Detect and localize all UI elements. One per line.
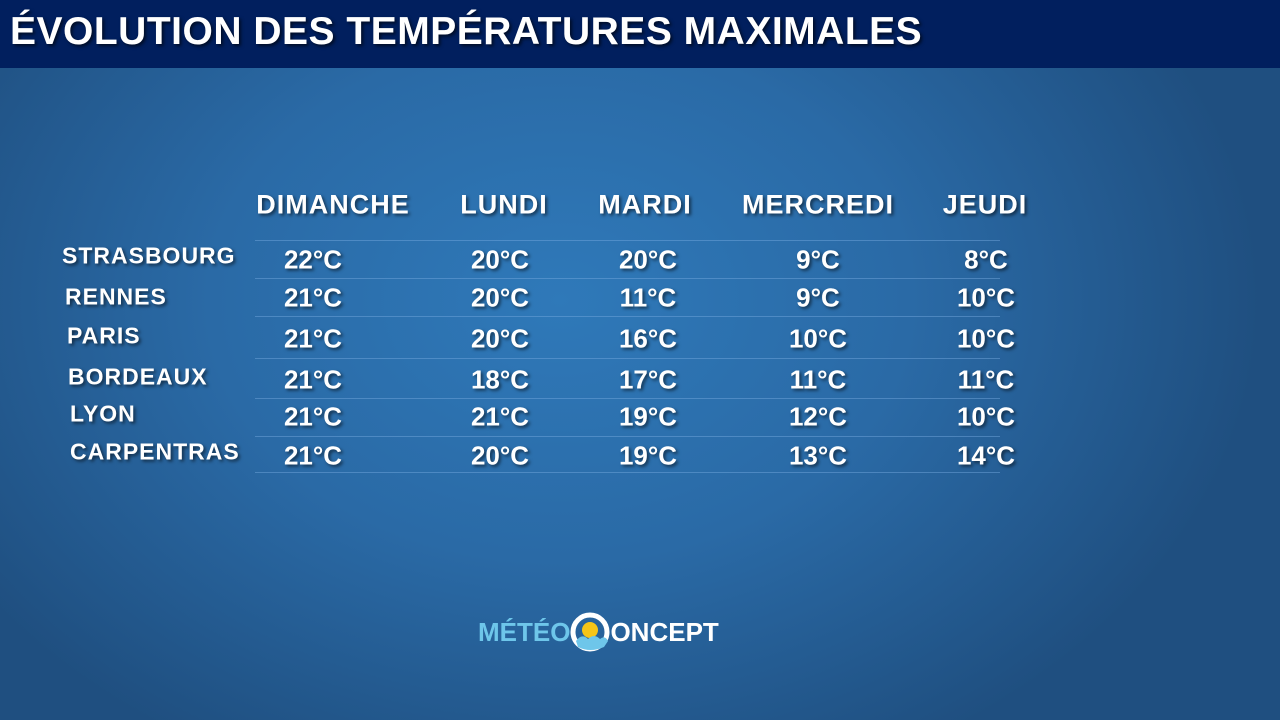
temperature-cell: 9°C	[796, 282, 840, 313]
temperature-cell: 11°C	[619, 282, 677, 313]
temperature-cell: 13°C	[788, 440, 848, 471]
column-header: MARDI	[598, 189, 692, 220]
row-rule	[255, 472, 1000, 473]
row-rule	[255, 278, 1000, 279]
temperature-cell: 10°C	[956, 282, 1016, 313]
temperature-cell: 19°C	[618, 401, 678, 432]
city-label: CARPENTRAS	[70, 438, 240, 465]
temperature-cell: 21°C	[283, 323, 343, 354]
temperature-cell: 21°C	[283, 401, 343, 432]
row-rule	[255, 240, 1000, 241]
temperature-cell: 14°C	[956, 440, 1016, 471]
row-rule	[255, 358, 1000, 359]
temperature-cell: 8°C	[964, 244, 1008, 275]
temperature-cell: 20°C	[618, 244, 678, 275]
temperature-cell: 21°C	[283, 364, 343, 395]
temperature-cell: 11°C	[957, 364, 1015, 395]
temperature-cell: 20°C	[470, 244, 530, 275]
title: ÉVOLUTION DES TEMPÉRATURES MAXIMALES	[10, 10, 923, 53]
city-label: STRASBOURG	[62, 242, 236, 269]
column-header: LUNDI	[460, 189, 548, 220]
title-bar: ÉVOLUTION DES TEMPÉRATURES MAXIMALES	[0, 0, 1280, 68]
temperature-cell: 20°C	[470, 440, 530, 471]
temperature-cell: 18°C	[470, 364, 530, 395]
column-header: JEUDI	[942, 189, 1028, 220]
city-label: RENNES	[65, 283, 167, 310]
logo-text: MÉTÉO	[478, 616, 571, 647]
temperature-cell: 11°C	[789, 364, 847, 395]
temperature-cell: 19°C	[618, 440, 678, 471]
temperature-cell: 21°C	[283, 440, 343, 471]
row-rule	[255, 316, 1000, 317]
temperature-cell: 12°C	[788, 401, 848, 432]
temperature-cell: 9°C	[796, 244, 840, 275]
row-rule	[255, 436, 1000, 437]
temperature-cell: 21°C	[283, 282, 343, 313]
city-label: LYON	[70, 400, 136, 427]
logo: MÉTÉO ONCEPT	[478, 610, 719, 654]
temperature-cell: 20°C	[470, 323, 530, 354]
column-header: DIMANCHE	[256, 189, 410, 220]
temperature-cell: 17°C	[618, 364, 678, 395]
temperature-cell: 10°C	[956, 401, 1016, 432]
logo-icon	[570, 612, 610, 652]
column-header: MERCREDI	[741, 189, 895, 220]
city-label: BORDEAUX	[68, 363, 208, 390]
temperature-cell: 20°C	[470, 282, 530, 313]
temperature-cell: 21°C	[470, 401, 530, 432]
temperature-cell: 10°C	[788, 323, 848, 354]
temperature-cell: 10°C	[956, 323, 1016, 354]
logo-text: ONCEPT	[610, 616, 719, 647]
city-label: PARIS	[67, 322, 141, 349]
row-rule	[255, 398, 1000, 399]
temperature-cell: 22°C	[283, 244, 343, 275]
temperature-cell: 16°C	[618, 323, 678, 354]
